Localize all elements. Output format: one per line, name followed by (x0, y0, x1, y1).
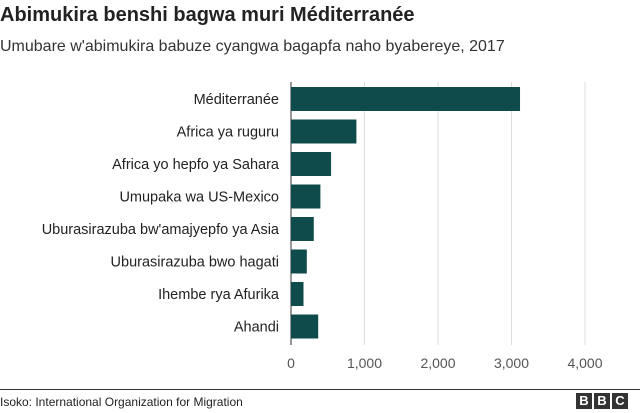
category-label: Africa ya ruguru (177, 125, 279, 141)
x-tick-label: 3,000 (494, 355, 529, 371)
bar (291, 184, 321, 209)
category-label: Ihembe rya Afurika (158, 287, 280, 303)
bbc-logo: B B C (576, 393, 628, 409)
logo-letter: B (576, 393, 592, 409)
category-label: Africa yo hepfo ya Sahara (112, 157, 280, 173)
category-label: Méditerranée (194, 92, 279, 108)
bar (291, 119, 357, 144)
bar (291, 314, 319, 339)
source-note: Isoko: International Organization for Mi… (0, 395, 243, 409)
logo-letter: B (594, 393, 610, 409)
x-tick-label: 2,000 (420, 355, 455, 371)
logo-letter: C (612, 393, 628, 409)
x-tick-label: 0 (287, 355, 295, 371)
bar (291, 87, 521, 111)
bar (291, 152, 332, 176)
x-tick-label: 4,000 (567, 355, 602, 371)
bar (291, 217, 314, 241)
x-tick-label: 1,000 (347, 355, 382, 371)
category-label: Umupaka wa US-Mexico (119, 190, 279, 206)
footer-divider (0, 389, 640, 390)
chart-title: Abimukira benshi bagwa muri Méditerranée (0, 4, 415, 26)
bar (291, 282, 304, 306)
bar (291, 249, 307, 274)
category-label: Uburasirazuba bwo hagati (111, 255, 279, 271)
chart-subtitle: Umubare w'abimukira babuze cyangwa bagap… (0, 38, 505, 55)
bar-chart: Méditerranée Africa ya ruguru Africa yo he… (42, 82, 603, 371)
category-label: Ahandi (234, 320, 279, 336)
category-label: Uburasirazuba bw'amajyepfo ya Asia (42, 222, 280, 238)
